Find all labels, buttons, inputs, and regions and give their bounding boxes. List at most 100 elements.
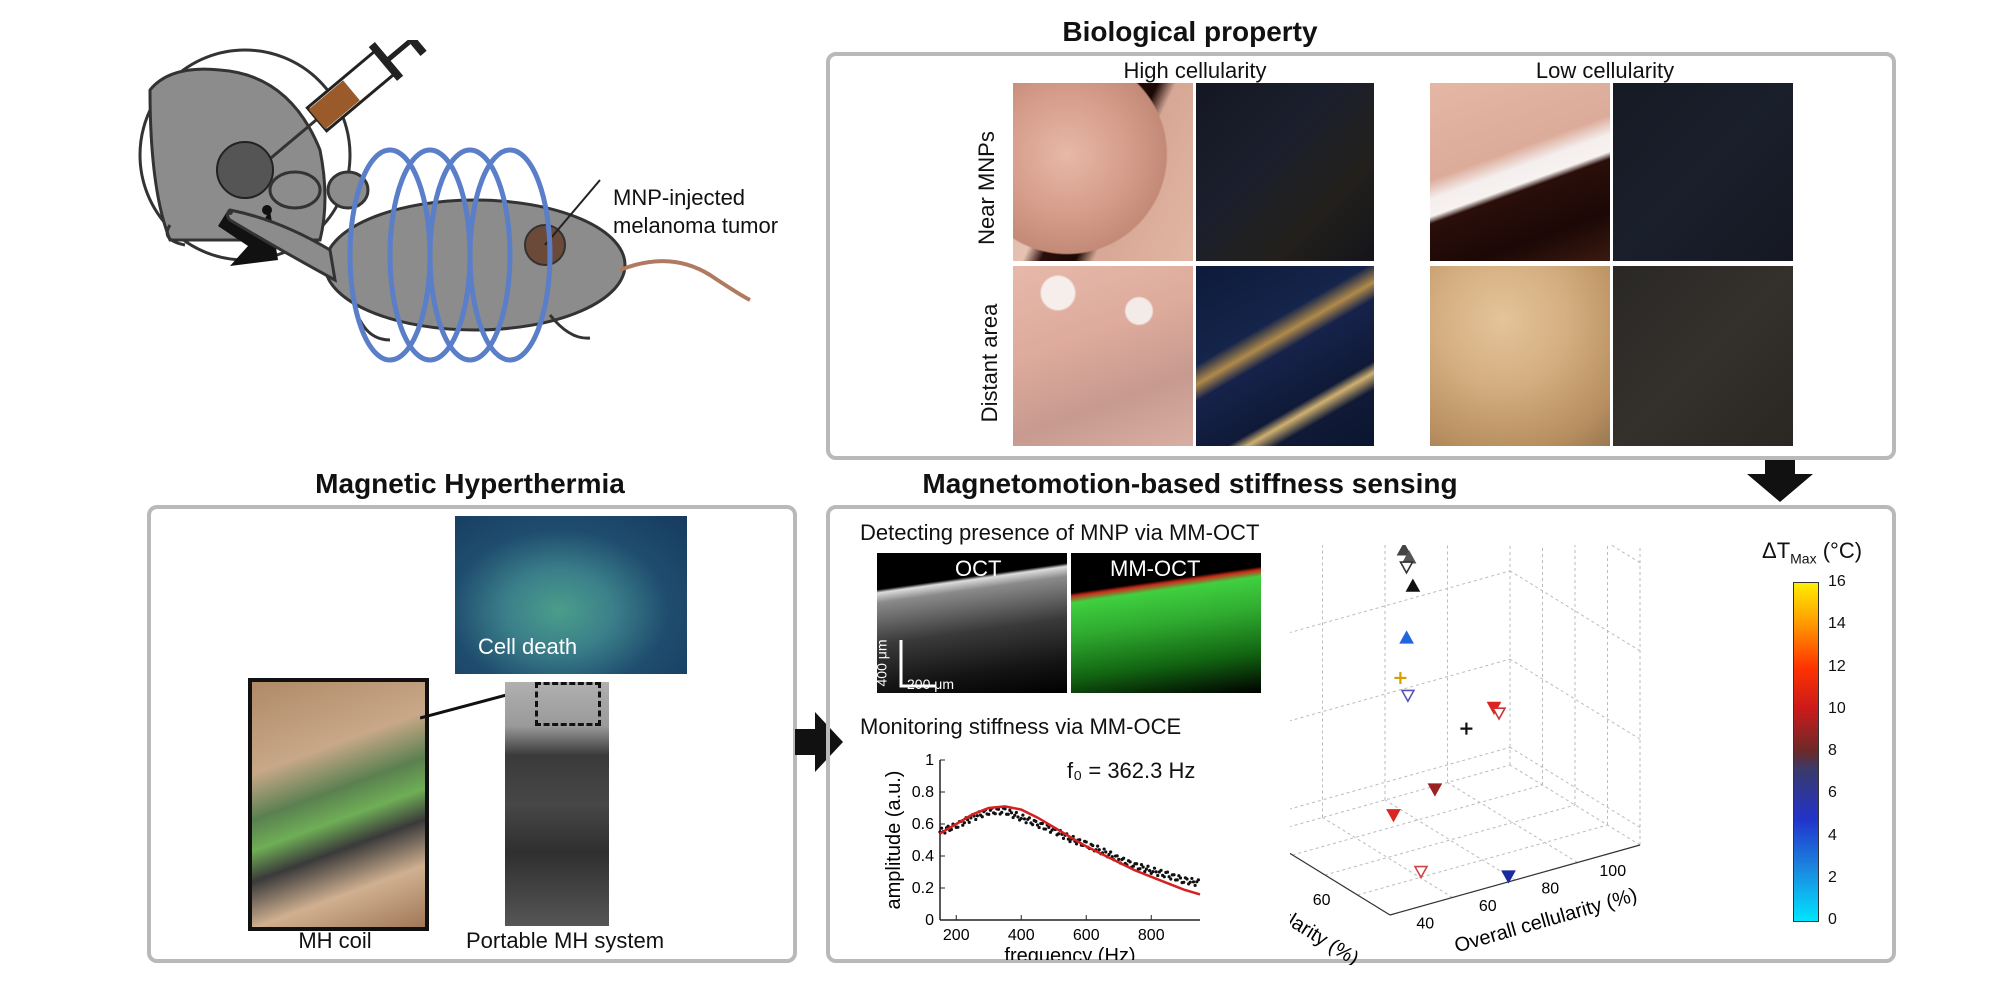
- measured-point: [1109, 850, 1113, 854]
- row-label-distant: Distant area: [977, 303, 1002, 423]
- scatter-point: [1399, 561, 1414, 575]
- mm-oct-label: MM-OCT: [1110, 556, 1201, 581]
- measured-point: [974, 817, 978, 822]
- scatter-point: [1460, 722, 1473, 735]
- measured-point: [1014, 810, 1018, 815]
- measured-point: [1006, 812, 1010, 816]
- colorbar-tick-label: 14: [1828, 615, 1846, 633]
- measured-point: [1057, 832, 1061, 836]
- x-tick-label: 400: [1008, 927, 1035, 944]
- y-tick-label: 0.6: [912, 816, 934, 833]
- colorbar-tick-label: 8: [1828, 742, 1837, 759]
- measured-point: [1035, 823, 1040, 827]
- grid-line: [1447, 782, 1578, 863]
- axis-edge: [1290, 852, 1391, 916]
- measured-point: [975, 814, 979, 818]
- colorbar-tick-label: 6: [1828, 784, 1837, 802]
- col-label-high: High cellularity: [1123, 58, 1267, 83]
- down-arrow-icon: [1747, 460, 1813, 502]
- measured-point: [1152, 866, 1157, 870]
- x-tick-label: 200: [943, 927, 970, 944]
- grid-line: [1290, 570, 1511, 634]
- scatter-point: [1413, 865, 1429, 880]
- grid-line: [1324, 804, 1576, 876]
- oct-image: [877, 553, 1067, 693]
- scatter-point: [1394, 671, 1407, 684]
- measured-point: [1138, 867, 1142, 871]
- grid-line: [1384, 799, 1516, 881]
- measured-point: [1177, 874, 1181, 878]
- mh-coil-label: MH coil: [298, 928, 372, 953]
- measured-point: [956, 825, 960, 829]
- mnp-label-line2: melanoma tumor: [613, 213, 779, 238]
- measured-point: [1068, 839, 1072, 844]
- grid-line: [1290, 658, 1511, 722]
- grid-line: [1509, 746, 1641, 828]
- oce-heading: Monitoring stiffness via MM-OCE: [860, 714, 1182, 739]
- mh-system-label: Portable MH system: [465, 928, 665, 953]
- biological-title: Biological property: [1062, 16, 1318, 47]
- scatter-point: [1386, 809, 1401, 823]
- right-arrow-icon: [795, 712, 843, 772]
- coil-icon: [347, 147, 553, 363]
- measured-point: [1084, 840, 1088, 844]
- measured-point: [1102, 847, 1106, 851]
- colorbar-tick-label: 12: [1828, 657, 1846, 675]
- biological-panel: [826, 52, 1896, 460]
- scatter-point: [1400, 689, 1416, 703]
- measured-point: [1078, 838, 1082, 842]
- magnetomotion-panel: [826, 505, 1896, 963]
- grid-line: [1290, 764, 1511, 828]
- scatter-point: [1396, 545, 1412, 556]
- y-tick-label: 0.4: [912, 848, 934, 865]
- measured-point: [1104, 850, 1108, 854]
- y-tick-label: 0.8: [912, 784, 934, 801]
- measured-point: [1148, 868, 1152, 873]
- colorbar-title-main: ΔT: [1762, 538, 1791, 563]
- y-axis-label: amplitude (a.u.): [883, 771, 905, 910]
- measured-point: [1016, 815, 1020, 819]
- cell-death-image: [455, 516, 687, 674]
- measured-point: [1061, 836, 1066, 840]
- tissue-image-low-near-bright: [1430, 83, 1610, 261]
- measured-point: [1193, 883, 1197, 888]
- cellularity-scatter-3d: -500501004060801006080Overall cellularit…: [1290, 545, 1641, 965]
- oct-label: OCT: [955, 556, 1002, 581]
- x-tick-label: 600: [1073, 927, 1100, 944]
- measured-point: [1175, 878, 1179, 882]
- measured-point: [980, 815, 984, 819]
- tissue-image-low-near-dark: [1613, 83, 1793, 261]
- measured-point: [1191, 880, 1196, 884]
- measured-point: [1151, 870, 1155, 874]
- colorbar-gradient: [1793, 582, 1819, 922]
- measured-point: [987, 812, 991, 816]
- row-label-near: Near MNPs: [974, 131, 999, 245]
- mh-coil-photo: [248, 678, 429, 931]
- scale-bar: [899, 640, 936, 688]
- measured-point: [1141, 865, 1145, 869]
- tissue-image-low-distant-dark: [1613, 266, 1793, 446]
- measured-point: [1115, 854, 1119, 858]
- measured-point: [1196, 878, 1200, 882]
- syringe-icon: [270, 40, 427, 159]
- measured-point: [1172, 873, 1176, 877]
- y-tick-label: 60: [1313, 892, 1331, 909]
- measured-point: [1107, 852, 1111, 857]
- measured-point: [1139, 863, 1144, 867]
- measured-point: [1117, 857, 1121, 861]
- measured-point: [967, 820, 971, 824]
- scatter-grid: [1290, 545, 1641, 916]
- measured-point: [993, 812, 997, 816]
- measured-point: [961, 823, 965, 827]
- measured-point: [1144, 867, 1148, 871]
- measured-point: [1146, 864, 1150, 868]
- colorbar-tick-label: 0: [1828, 911, 1837, 928]
- measured-point: [1074, 842, 1079, 846]
- measured-point: [1165, 870, 1170, 874]
- measured-point: [1011, 815, 1015, 820]
- x-axis-label: frequency (Hz): [1004, 945, 1135, 960]
- portable-mh-system-photo: [505, 682, 609, 926]
- tissue-image-high-near-dark: [1196, 83, 1374, 261]
- measured-point: [1003, 807, 1007, 811]
- measured-point: [1009, 811, 1014, 815]
